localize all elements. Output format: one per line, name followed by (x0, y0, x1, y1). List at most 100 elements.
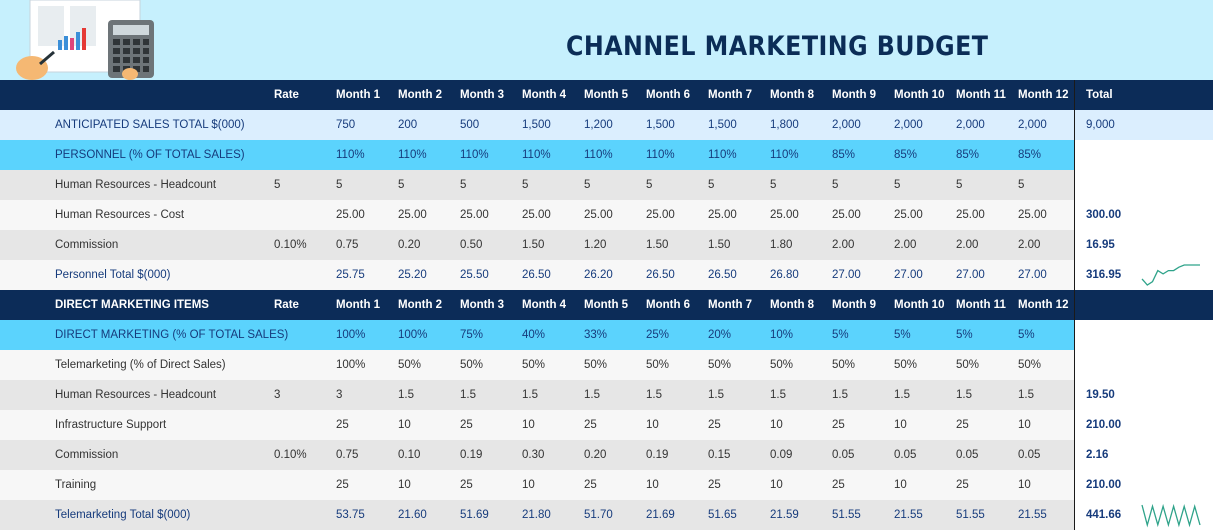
row-label: Human Resources - Headcount (55, 389, 217, 401)
value-cell: Month 12 (1018, 299, 1069, 311)
total-value: 16.95 (1086, 239, 1115, 251)
value-cell: 2,000 (894, 119, 923, 131)
value-cell: 2.00 (956, 239, 979, 251)
value-cell: 1.5 (894, 389, 910, 401)
value-cell: 51.65 (708, 509, 737, 521)
value-cell: 5% (1018, 329, 1035, 341)
total-value: 210.00 (1086, 419, 1122, 431)
value-cell: 1.5 (708, 389, 724, 401)
value-cell: 5% (956, 329, 973, 341)
value-cell: 50% (894, 359, 918, 371)
value-cell: 10 (522, 479, 535, 491)
value-cell: 0.20 (398, 239, 421, 251)
value-cell: 0.19 (646, 449, 669, 461)
value-cell: 5 (832, 179, 839, 191)
sparkline-line (1141, 503, 1201, 528)
value-cell: 26.50 (646, 269, 675, 281)
month-header: Month 4 (522, 89, 567, 101)
value-cell: 25.00 (708, 209, 737, 221)
table-row: DIRECT MARKETING ITEMS Rate Month 1 Month 2… (0, 290, 1213, 320)
value-cell: Month 1 (336, 299, 381, 311)
value-cell: 25.00 (832, 209, 861, 221)
value-cell: 25.00 (894, 209, 923, 221)
value-cell: 100% (336, 359, 366, 371)
value-cell: 750 (336, 119, 356, 131)
value-cell: 21.80 (522, 509, 551, 521)
value-cell: 1,200 (584, 119, 613, 131)
value-cell: 5 (584, 179, 591, 191)
table-row: Commission 0.10% 0.75 0.20 0.50 1.50 1.20 1.50 1… (0, 230, 1213, 260)
rate-cell: 5 (274, 179, 281, 191)
table-row: Human Resources - Headcount 3 3 1.5 1.5 1.5 1.… (0, 380, 1213, 410)
row-label: Human Resources - Headcount (55, 179, 217, 191)
value-cell: 5 (708, 179, 715, 191)
value-cell: 25 (832, 479, 845, 491)
value-cell: 10 (1018, 479, 1031, 491)
value-cell: 2.00 (894, 239, 917, 251)
value-cell: 25 (584, 479, 597, 491)
table-row: Telemarketing Total $(000) 53.75 21.60 51.6… (0, 500, 1213, 530)
row-label: Training (55, 479, 97, 491)
value-cell: 51.69 (460, 509, 489, 521)
table-row: DIRECT MARKETING (% OF TOTAL SALES) 100% 1… (0, 320, 1213, 350)
value-cell: 2.00 (1018, 239, 1041, 251)
value-cell: 21.60 (398, 509, 427, 521)
value-cell: 25.00 (1018, 209, 1047, 221)
value-cell: 25 (956, 479, 969, 491)
total-value: 300.00 (1086, 209, 1122, 221)
value-cell: 25 (336, 419, 349, 431)
value-cell: 21.55 (1018, 509, 1047, 521)
value-cell: 27.00 (1018, 269, 1047, 281)
calculator-chart-illustration (16, 0, 154, 80)
value-cell: 10 (894, 479, 907, 491)
value-cell: 27.00 (832, 269, 861, 281)
month-header: Month 5 (584, 89, 629, 101)
value-cell: 110% (460, 149, 489, 161)
value-cell: 85% (1018, 149, 1042, 161)
value-cell: 110% (584, 149, 613, 161)
month-header: Month 12 (1018, 89, 1069, 101)
value-cell: 50% (398, 359, 422, 371)
value-cell: 10 (398, 419, 411, 431)
row-label: Commission (55, 449, 119, 461)
row-label: DIRECT MARKETING (% OF TOTAL SALES) (55, 329, 289, 341)
value-cell: 2,000 (832, 119, 861, 131)
value-cell: 25 (460, 479, 473, 491)
value-cell: 25.75 (336, 269, 365, 281)
value-cell: 1.5 (522, 389, 538, 401)
title-banner: CHANNEL MARKETING BUDGET (0, 0, 1213, 81)
value-cell: 5% (832, 329, 849, 341)
value-cell: 1.5 (1018, 389, 1034, 401)
total-header: Total (1086, 89, 1113, 101)
value-cell: 53.75 (336, 509, 365, 521)
value-cell: 1.5 (956, 389, 972, 401)
value-cell: 50% (646, 359, 670, 371)
value-cell: 25 (584, 419, 597, 431)
value-cell: 25.00 (770, 209, 799, 221)
telemarketing-sparkline (1141, 503, 1201, 528)
value-cell: 50% (460, 359, 484, 371)
value-cell: Month 7 (708, 299, 753, 311)
value-cell: 0.05 (832, 449, 855, 461)
value-cell: 51.55 (832, 509, 861, 521)
value-cell: 1.20 (584, 239, 607, 251)
value-cell: 1.5 (398, 389, 414, 401)
value-cell: 10 (770, 479, 783, 491)
value-cell: 200 (398, 119, 418, 131)
month-header: Month 1 (336, 89, 381, 101)
total-cell (1074, 140, 1213, 170)
value-cell: 0.75 (336, 239, 359, 251)
total-header-cell: Total (1074, 80, 1213, 110)
row-label: Commission (55, 239, 119, 251)
total-value: 2.16 (1086, 449, 1109, 461)
rate-cell: Rate (274, 299, 299, 311)
value-cell: 110% (398, 149, 427, 161)
value-cell: 50% (584, 359, 608, 371)
value-cell: 26.50 (708, 269, 737, 281)
value-cell: 21.55 (894, 509, 923, 521)
value-cell: 25 (460, 419, 473, 431)
value-cell: 500 (460, 119, 480, 131)
value-cell: 75% (460, 329, 484, 341)
value-cell: 1,800 (770, 119, 799, 131)
value-cell: 20% (708, 329, 732, 341)
